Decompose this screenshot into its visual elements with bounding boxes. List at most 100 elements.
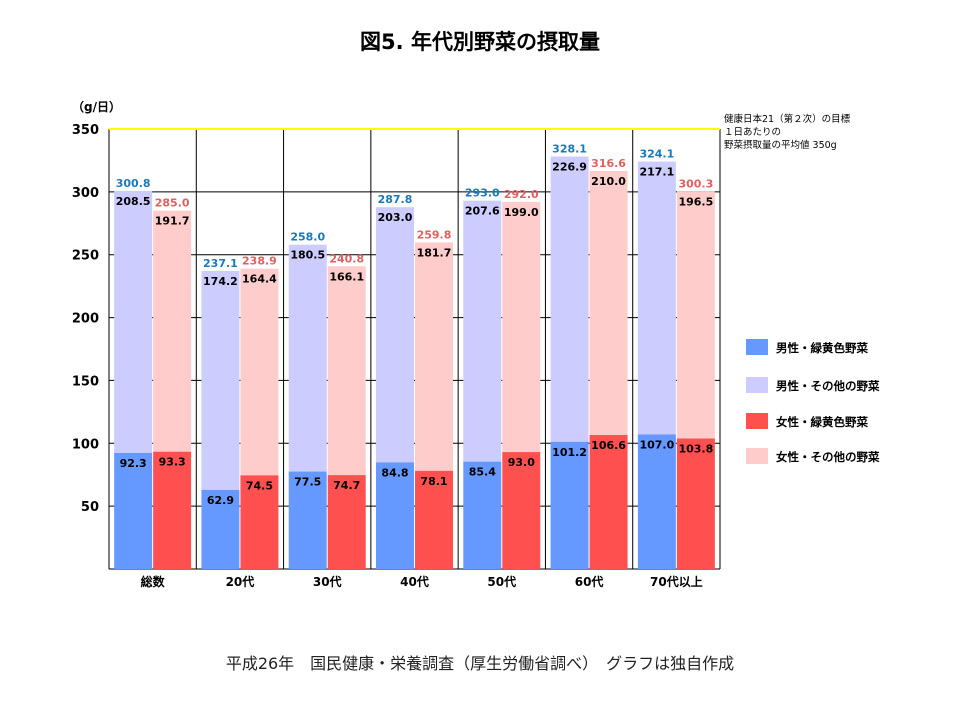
total-label-female: 240.8 <box>329 252 364 265</box>
data-label-female-other: 164.4 <box>242 273 277 286</box>
bar-female-green <box>415 470 453 569</box>
data-label-female-other: 166.1 <box>329 270 364 283</box>
total-label-male: 237.1 <box>203 257 238 270</box>
legend-label: 女性・緑黄色野菜 <box>776 415 868 429</box>
x-tick-label: 40代 <box>400 574 429 589</box>
total-label-male: 293.0 <box>465 187 500 200</box>
y-tick-label: 350 <box>72 123 99 138</box>
x-tick-label: 60代 <box>575 574 604 589</box>
x-tick-label: 30代 <box>313 574 342 589</box>
total-label-male: 328.1 <box>552 143 587 156</box>
y-tick-label: 100 <box>72 437 99 452</box>
data-label-male-other: 226.9 <box>552 161 587 174</box>
total-label-female: 300.3 <box>678 177 713 190</box>
bar-female-other <box>502 201 541 453</box>
data-label-female-other: 191.7 <box>155 215 190 228</box>
legend-swatch-male-green <box>746 339 768 355</box>
y-tick-label: 300 <box>72 186 99 201</box>
data-label-female-other: 196.5 <box>678 195 713 208</box>
bar-male-other <box>550 156 589 442</box>
bar-female-other <box>153 210 192 452</box>
chart-title: 図5. 年代別野菜の摂取量 <box>360 30 600 54</box>
data-label-male-other: 217.1 <box>639 166 674 179</box>
y-tick-label: 50 <box>81 500 99 515</box>
legend-swatch-female-other <box>746 448 768 464</box>
target-note: 健康日本21（第２次）の目標 １日あたりの 野菜摂取量の平均値 350g <box>724 113 954 152</box>
data-label-male-other: 208.5 <box>116 195 151 208</box>
bar-male-other <box>114 190 153 453</box>
bar-male-green <box>376 462 414 569</box>
bar-female-other <box>589 170 628 435</box>
data-label-male-other: 203.0 <box>378 211 413 224</box>
total-label-female: 238.9 <box>242 255 277 268</box>
total-label-male: 258.0 <box>290 231 325 244</box>
data-label-female-green: 78.1 <box>420 475 447 488</box>
data-label-female-green: 93.0 <box>508 456 535 469</box>
bar-male-other <box>376 207 414 463</box>
bar-female-green <box>589 434 628 569</box>
legend-swatch-female-green <box>746 413 768 429</box>
y-tick-label: 200 <box>72 312 99 327</box>
legend-label: 男性・緑黄色野菜 <box>776 341 868 355</box>
data-label-female-green: 103.8 <box>678 443 713 456</box>
x-tick-label: 20代 <box>226 574 255 589</box>
legend-label: 女性・その他の野菜 <box>776 450 880 464</box>
bar-male-green <box>114 452 153 569</box>
data-label-male-green: 107.0 <box>639 438 674 451</box>
bar-female-green <box>327 475 366 569</box>
total-label-female: 292.0 <box>504 188 539 201</box>
footer-source: 平成26年 国民健康・栄養調査（厚生労働省調べ） グラフは独自作成 <box>225 654 735 673</box>
x-tick-label: 70代以上 <box>650 574 703 589</box>
bar-male-green <box>288 471 327 569</box>
total-label-female: 316.6 <box>591 157 626 170</box>
data-label-male-green: 101.2 <box>552 446 587 459</box>
data-label-female-other: 181.7 <box>417 246 452 259</box>
target-note-line-1: 健康日本21（第２次）の目標 <box>724 114 851 125</box>
total-label-male: 324.1 <box>639 148 674 161</box>
bar-female-green <box>676 438 715 569</box>
legend-label: 男性・その他の野菜 <box>776 379 880 393</box>
y-tick-label: 250 <box>72 249 99 264</box>
data-label-male-green: 85.4 <box>469 466 496 479</box>
data-label-male-other: 180.5 <box>290 249 325 262</box>
data-label-male-other: 174.2 <box>203 275 238 288</box>
data-label-female-green: 106.6 <box>591 439 626 452</box>
y-unit-label: （g/日） <box>72 99 121 114</box>
bar-female-other <box>676 191 715 439</box>
legend-swatch-male-other <box>746 377 768 393</box>
data-label-female-green: 74.7 <box>333 479 360 492</box>
bar-male-other <box>288 244 327 472</box>
data-label-male-other: 207.6 <box>465 205 500 218</box>
data-label-male-green: 92.3 <box>120 457 147 470</box>
bar-male-other <box>201 270 240 490</box>
bar-male-green <box>637 434 676 569</box>
x-tick-label: 50代 <box>487 574 516 589</box>
data-label-female-green: 93.3 <box>159 456 186 469</box>
total-label-female: 285.0 <box>155 197 190 210</box>
bar-male-other <box>463 200 502 462</box>
bar-male-green <box>550 441 589 569</box>
data-label-male-green: 77.5 <box>294 476 321 489</box>
data-label-female-other: 199.0 <box>504 206 539 219</box>
bar-male-other <box>637 161 676 435</box>
y-tick-label: 150 <box>72 374 99 389</box>
bar-female-other <box>327 266 366 476</box>
target-note-line-3: 野菜摂取量の平均値 350g <box>724 140 837 151</box>
total-label-male: 287.8 <box>378 193 413 206</box>
bar-male-green <box>463 461 502 569</box>
bar-female-green <box>502 452 541 569</box>
x-tick-label: 総数 <box>141 574 166 589</box>
bar-female-other <box>415 242 453 471</box>
bar-male-green <box>201 489 240 569</box>
bar-female-other <box>240 268 279 476</box>
bar-female-green <box>240 475 279 569</box>
total-label-male: 300.8 <box>116 177 151 190</box>
data-label-male-green: 84.8 <box>381 466 408 479</box>
target-note-line-2: １日あたりの <box>724 127 782 138</box>
data-label-female-green: 74.5 <box>246 479 273 492</box>
total-label-female: 259.8 <box>417 228 452 241</box>
data-label-female-other: 210.0 <box>591 175 626 188</box>
data-label-male-green: 62.9 <box>207 494 234 507</box>
bar-female-green <box>153 451 192 569</box>
